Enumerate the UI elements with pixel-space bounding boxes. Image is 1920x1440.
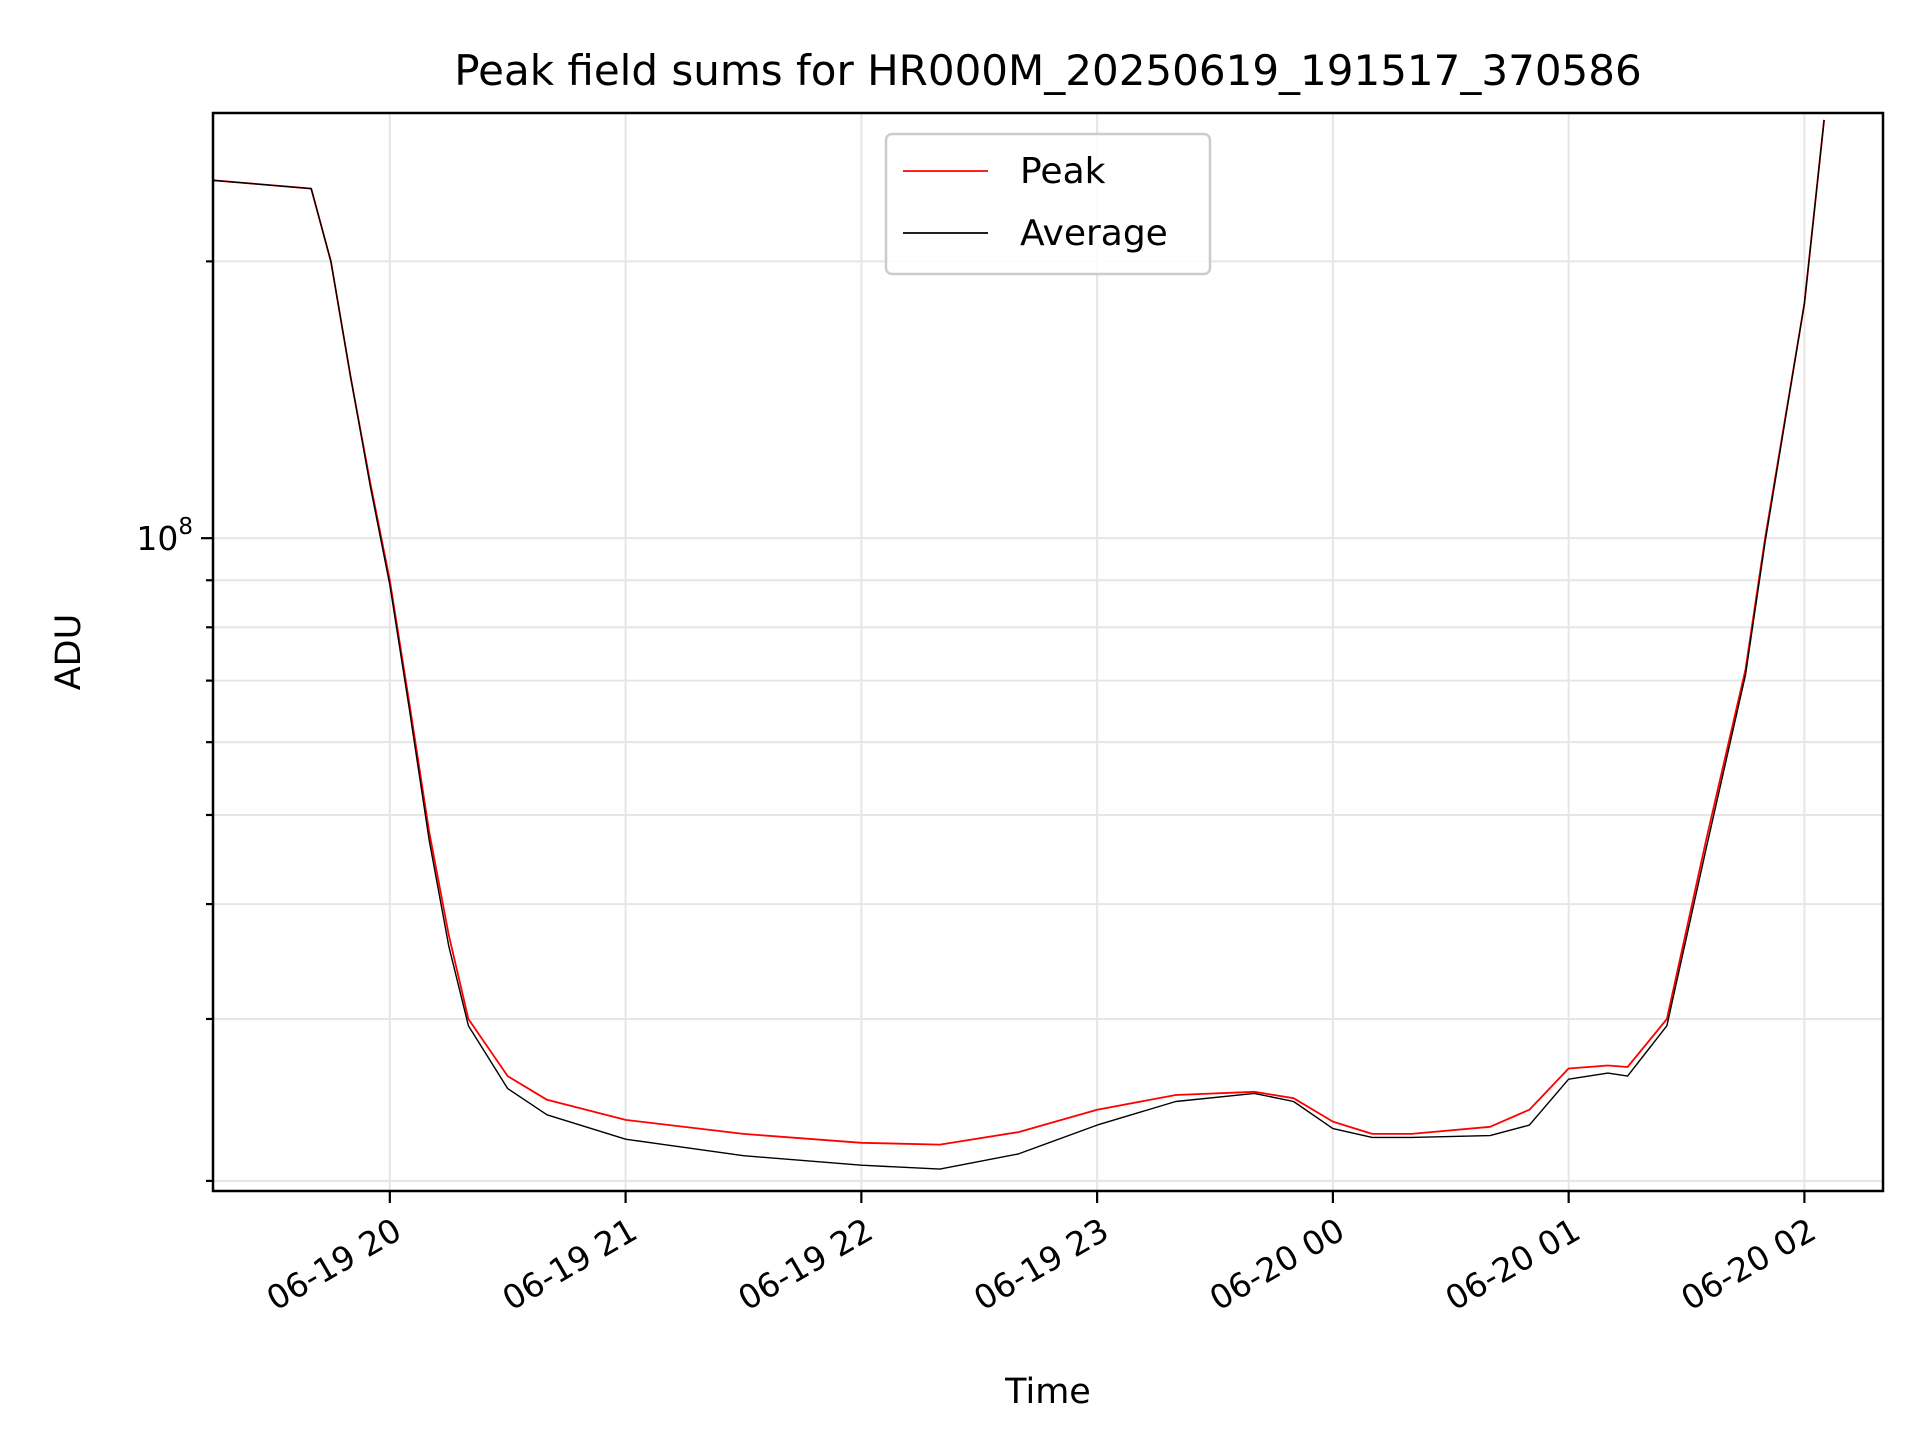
legend-label-peak: Peak	[1020, 151, 1106, 192]
x-axis-label: Time	[1004, 1372, 1091, 1412]
grid	[213, 113, 1883, 1191]
legend: Peak Average	[884, 132, 1212, 276]
legend-label-average: Average	[1020, 213, 1168, 254]
plot-frame	[211, 111, 1885, 1193]
plot-area	[212, 119, 1825, 1170]
legend-box	[884, 132, 1212, 276]
series-line-average	[212, 119, 1825, 1170]
chart-title: Peak field sums for HR000M_20250619_1915…	[454, 46, 1641, 95]
series-line-peak	[212, 119, 1825, 1146]
y-axis-label: ADU	[49, 614, 89, 691]
